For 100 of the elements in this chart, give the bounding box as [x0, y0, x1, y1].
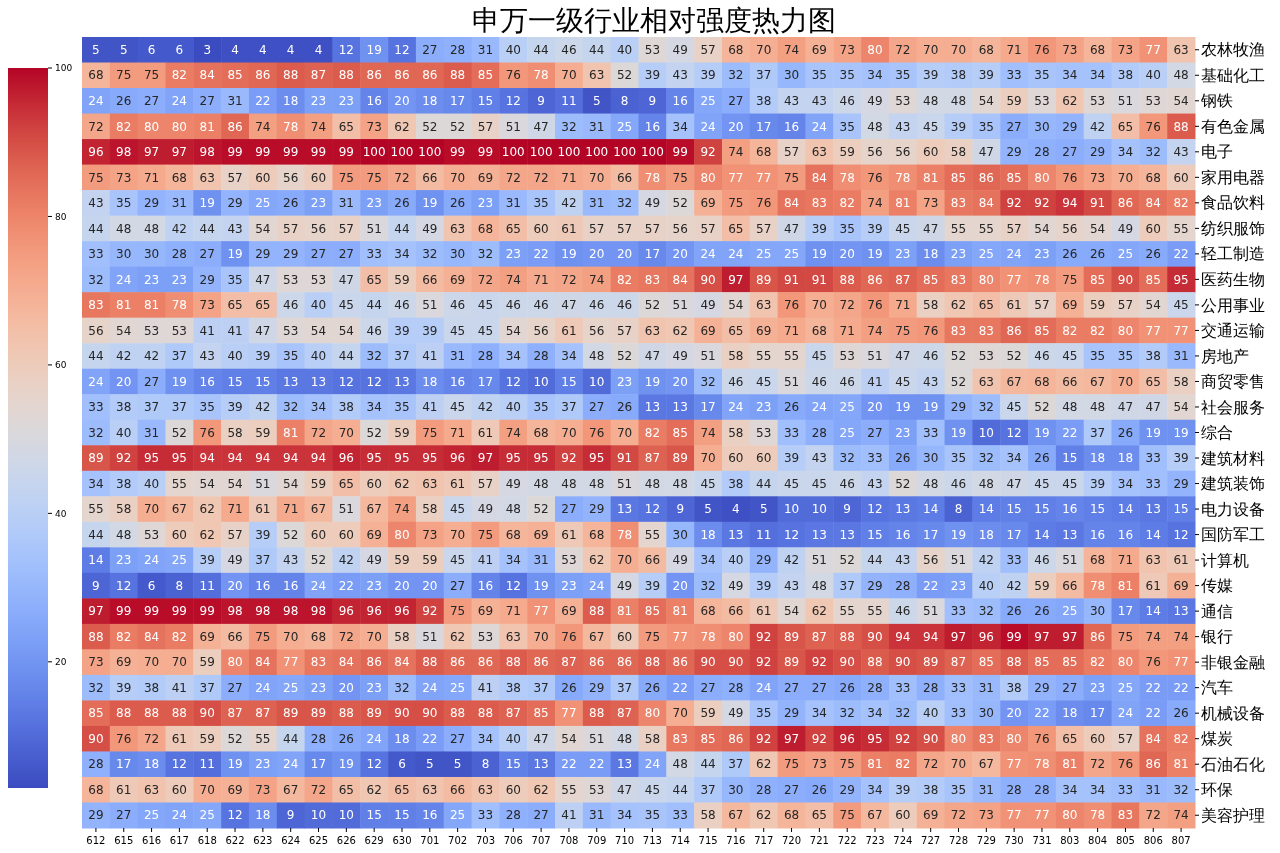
data-label: 38	[1006, 680, 1022, 695]
data-label: 13	[1145, 502, 1161, 517]
data-label: 73	[811, 757, 827, 772]
data-label: 67	[589, 629, 605, 644]
data-label: 17	[477, 374, 494, 389]
data-label: 80	[1062, 808, 1078, 823]
data-label: 46	[366, 323, 382, 338]
data-label: 75	[895, 323, 911, 338]
data-label: 87	[895, 272, 911, 287]
data-label: 47	[1006, 476, 1022, 491]
data-label: 12	[644, 502, 661, 517]
data-label: 71	[895, 298, 911, 313]
data-label: 26	[895, 451, 911, 466]
data-label: 77	[756, 170, 772, 185]
data-label: 32	[1173, 782, 1189, 797]
data-label: 33	[950, 604, 967, 619]
data-label: 57	[1117, 731, 1134, 746]
data-label: 23	[950, 247, 967, 262]
data-label: 38	[505, 680, 521, 695]
data-label: 56	[88, 323, 104, 338]
data-label: 56	[867, 145, 883, 160]
data-label: 98	[199, 145, 215, 160]
data-label: 54	[505, 323, 521, 338]
data-label: 62	[1062, 93, 1078, 108]
data-label: 40	[227, 349, 243, 364]
data-label: 23	[756, 400, 772, 415]
data-label: 20	[422, 578, 438, 593]
data-label: 22	[1145, 706, 1161, 721]
data-label: 56	[533, 323, 549, 338]
data-label: 47	[533, 119, 549, 134]
data-label: 60	[505, 782, 521, 797]
data-label: 26	[1006, 604, 1022, 619]
data-label: 35	[839, 221, 855, 236]
data-label: 90	[422, 706, 438, 721]
data-label: 63	[589, 68, 605, 83]
data-label: 72	[477, 272, 494, 287]
data-label: 75	[338, 170, 354, 185]
data-label: 33	[366, 247, 382, 262]
data-label: 81	[283, 425, 299, 440]
data-label: 57	[477, 476, 494, 491]
data-label: 13	[616, 757, 633, 772]
data-label: 54	[1173, 400, 1189, 415]
data-label: 26	[561, 680, 577, 695]
data-label: 38	[950, 68, 967, 83]
data-label: 99	[450, 145, 466, 160]
data-label: 30	[143, 247, 160, 262]
data-label: 18	[283, 93, 299, 108]
data-label: 39	[783, 451, 800, 466]
data-label: 88	[450, 68, 466, 83]
data-label: 86	[422, 68, 438, 83]
data-label: 73	[255, 782, 271, 797]
data-label: 51	[783, 374, 800, 389]
data-label: 71	[283, 502, 299, 517]
data-label: 35	[950, 451, 967, 466]
data-label: 15	[366, 808, 382, 823]
data-label: 35	[1117, 349, 1134, 364]
data-label: 20	[728, 119, 744, 134]
data-label: 29	[283, 247, 299, 262]
data-label: 100	[640, 145, 664, 160]
data-label: 65	[338, 476, 354, 491]
data-label: 63	[199, 170, 215, 185]
data-label: 66	[1062, 374, 1078, 389]
data-label: 97	[783, 731, 800, 746]
data-label: 63	[756, 298, 772, 313]
data-label: 46	[533, 298, 549, 313]
data-label: 70	[589, 170, 605, 185]
data-label: 35	[1034, 68, 1050, 83]
data-label: 35	[116, 196, 132, 211]
data-label: 26	[1117, 425, 1134, 440]
data-label: 5	[704, 502, 712, 517]
data-label: 77	[1006, 808, 1022, 823]
data-label: 100	[585, 145, 609, 160]
data-label: 95	[505, 451, 521, 466]
data-label: 96	[450, 451, 466, 466]
data-label: 10	[783, 502, 800, 517]
data-label: 13	[394, 374, 410, 389]
data-label: 85	[477, 68, 494, 83]
data-label: 65	[255, 298, 271, 313]
data-label: 27	[1006, 119, 1022, 134]
data-label: 39	[895, 782, 911, 797]
data-label: 31	[978, 782, 994, 797]
data-label: 48	[923, 476, 939, 491]
data-label: 97	[477, 451, 494, 466]
data-label: 63	[422, 782, 438, 797]
data-label: 39	[1089, 476, 1106, 491]
x-tick-label: 625	[308, 835, 329, 846]
data-label: 65	[338, 119, 354, 134]
x-tick-label: 707	[531, 835, 551, 846]
data-label: 52	[366, 425, 382, 440]
data-label: 32	[839, 451, 855, 466]
data-label: 9	[92, 578, 100, 593]
data-label: 96	[978, 629, 994, 644]
data-label: 38	[756, 93, 772, 108]
data-label: 44	[589, 42, 605, 57]
data-label: 28	[505, 808, 521, 823]
data-label: 28	[477, 349, 494, 364]
data-label: 75	[450, 604, 466, 619]
data-label: 33	[1006, 68, 1022, 83]
data-label: 86	[1117, 196, 1134, 211]
data-label: 48	[950, 93, 967, 108]
